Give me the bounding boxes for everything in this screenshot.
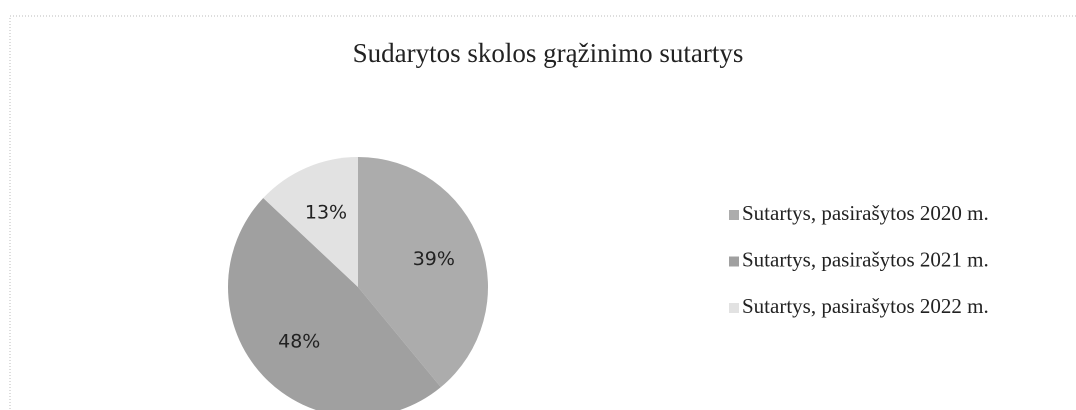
chart-title: Sudarytos skolos grąžinimo sutartys (353, 38, 744, 68)
legend-swatch (729, 256, 739, 267)
data-label: 48% (278, 331, 320, 353)
pie-slice (228, 198, 441, 410)
data-label: 39% (413, 248, 455, 270)
legend-swatch (729, 210, 739, 220)
chart-border (9, 15, 1076, 410)
legend-swatch (729, 303, 739, 313)
legend-label: Sutartys, pasirašytos 2020 m. (742, 201, 989, 225)
data-label: 13% (305, 202, 347, 224)
pie-slice (263, 157, 358, 287)
legend-label: Sutartys, pasirašytos 2021 m. (742, 247, 989, 271)
legend-label: Sutartys, pasirašytos 2022 m. (742, 294, 989, 318)
pie-slice (358, 157, 489, 388)
